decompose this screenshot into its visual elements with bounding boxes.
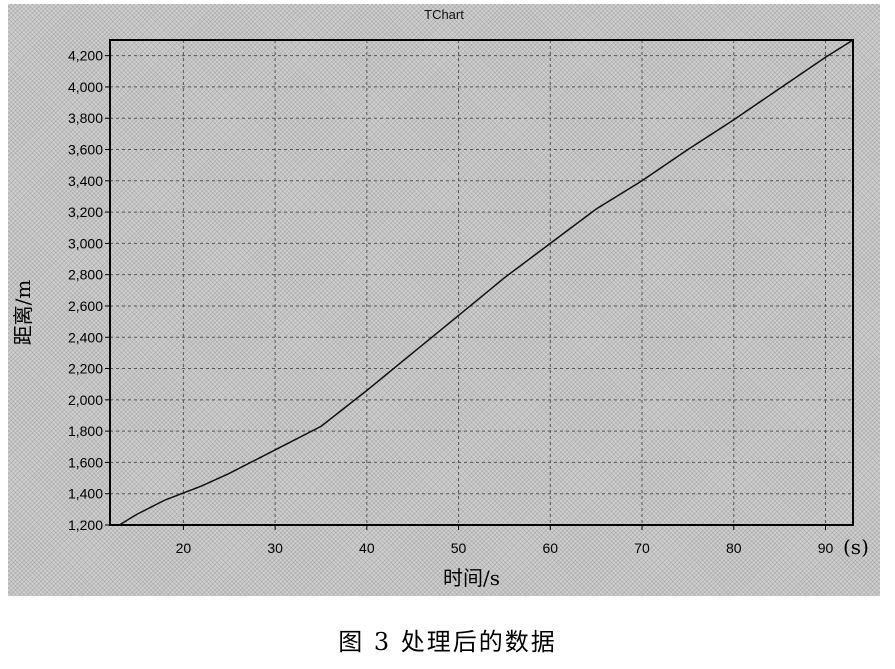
x-tick-label: 30	[267, 540, 283, 556]
chart-panel: TChart 1,200 1,400 1,600 1,800 2,000 2,200 2,4…	[8, 4, 880, 596]
x-tick-label: 60	[543, 540, 559, 556]
x-tick-label: 70	[634, 540, 650, 556]
y-tick-label: 1,200	[68, 517, 103, 533]
y-axis-label: 距离/m	[11, 280, 35, 346]
y-tick-label: 2,000	[68, 392, 103, 408]
x-axis-unit-label: (s)	[843, 535, 869, 559]
y-tick-label: 2,800	[68, 267, 103, 283]
y-tick-label: 3,200	[68, 204, 103, 220]
y-tick-label: 4,200	[68, 48, 103, 64]
chart-title: TChart	[424, 7, 464, 22]
y-tick-label: 2,400	[68, 329, 103, 345]
plot-frame	[109, 39, 854, 526]
y-tick-label: 3,400	[68, 173, 103, 189]
x-axis-label: 时间/s	[443, 566, 500, 590]
y-tick-label: 3,800	[68, 110, 103, 126]
x-tick-label: 20	[176, 540, 192, 556]
series-line	[118, 39, 854, 526]
x-tick-label: 80	[726, 540, 742, 556]
grid-layer	[110, 40, 853, 526]
figure-caption: 图 3 处理后的数据	[338, 628, 557, 656]
y-tick-label: 1,600	[68, 454, 103, 470]
y-tick-label: 3,600	[68, 142, 103, 158]
x-tick-label: 50	[451, 540, 467, 556]
y-tick-label: 3,000	[68, 235, 103, 251]
y-axis-ticks: 1,200 1,400 1,600 1,800 2,000 2,200 2,400 2,600…	[68, 48, 110, 533]
y-tick-label: 1,800	[68, 423, 103, 439]
y-tick-label: 2,600	[68, 298, 103, 314]
x-axis-ticks: 20 30 40 50 60 70 80 90	[176, 525, 834, 556]
x-tick-label: 90	[818, 540, 834, 556]
y-tick-label: 2,200	[68, 361, 103, 377]
series-layer	[118, 39, 854, 526]
chart-svg: 1,200 1,400 1,600 1,800 2,000 2,200 2,400 2,600…	[11, 39, 869, 590]
y-tick-label: 1,400	[68, 486, 103, 502]
y-tick-label: 4,000	[68, 79, 103, 95]
x-tick-label: 40	[359, 540, 375, 556]
